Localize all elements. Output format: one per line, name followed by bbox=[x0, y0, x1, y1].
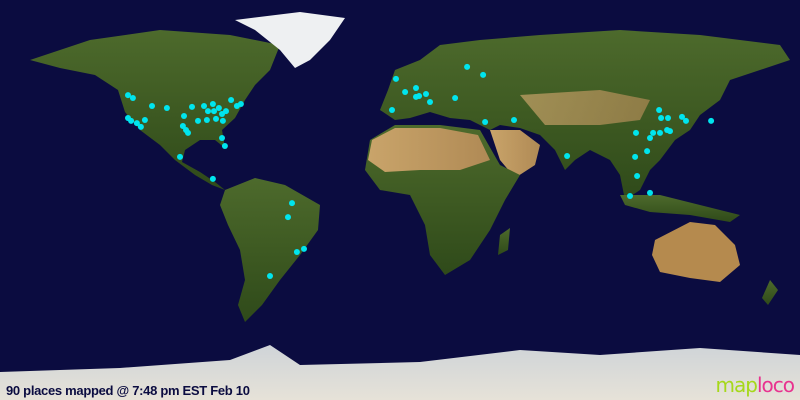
map-marker[interactable] bbox=[209, 101, 216, 107]
map-marker[interactable] bbox=[129, 95, 136, 101]
map-marker[interactable] bbox=[393, 75, 399, 82]
map-marker[interactable] bbox=[228, 97, 235, 103]
map-marker[interactable] bbox=[189, 103, 195, 110]
map-marker[interactable] bbox=[209, 175, 216, 182]
map-marker[interactable] bbox=[427, 99, 433, 105]
map-marker[interactable] bbox=[464, 63, 471, 70]
madagascar bbox=[498, 228, 510, 255]
map-marker[interactable] bbox=[285, 214, 291, 221]
map-marker[interactable] bbox=[177, 153, 183, 160]
map-marker[interactable] bbox=[219, 135, 225, 141]
map-marker[interactable] bbox=[564, 153, 571, 159]
map-marker[interactable] bbox=[679, 113, 685, 120]
map-marker[interactable] bbox=[627, 193, 633, 199]
map-marker[interactable] bbox=[125, 92, 131, 99]
sahara-desert bbox=[368, 128, 490, 172]
maploco-logo[interactable]: maploco bbox=[715, 373, 795, 397]
map-marker[interactable] bbox=[149, 103, 155, 109]
map-marker[interactable] bbox=[201, 103, 207, 109]
map-marker[interactable] bbox=[181, 113, 187, 119]
map-marker[interactable] bbox=[647, 135, 653, 141]
map-marker[interactable] bbox=[213, 115, 219, 122]
map-marker[interactable] bbox=[665, 115, 671, 121]
map-marker[interactable] bbox=[413, 85, 419, 91]
map-marker[interactable] bbox=[511, 117, 517, 123]
map-marker[interactable] bbox=[402, 89, 409, 95]
map-marker[interactable] bbox=[423, 91, 429, 97]
map-marker[interactable] bbox=[301, 245, 307, 252]
map-marker[interactable] bbox=[267, 273, 273, 279]
australia bbox=[652, 222, 740, 282]
markers bbox=[125, 63, 715, 279]
map-marker[interactable] bbox=[215, 105, 222, 111]
map-marker[interactable] bbox=[289, 200, 295, 207]
map-marker[interactable] bbox=[237, 101, 244, 107]
greenland bbox=[235, 12, 345, 68]
central-asia-desert bbox=[520, 90, 650, 125]
map-marker[interactable] bbox=[205, 108, 211, 115]
new-zealand bbox=[762, 280, 778, 305]
map-marker[interactable] bbox=[656, 107, 663, 113]
logo-part-loco: loco bbox=[756, 373, 795, 397]
map-marker[interactable] bbox=[482, 119, 489, 125]
map-marker[interactable] bbox=[141, 117, 148, 123]
map-marker[interactable] bbox=[657, 129, 663, 136]
antarctica bbox=[0, 345, 800, 400]
map-marker[interactable] bbox=[413, 93, 419, 100]
map-marker[interactable] bbox=[163, 105, 170, 111]
map-marker[interactable] bbox=[632, 153, 639, 160]
logo-part-map: map bbox=[715, 373, 758, 397]
map-marker[interactable] bbox=[219, 117, 226, 124]
map-marker[interactable] bbox=[480, 71, 487, 78]
map-marker[interactable] bbox=[223, 108, 229, 115]
places-mapped-caption: 90 places mapped @ 7:48 pm EST Feb 10 bbox=[6, 383, 250, 398]
map-marker[interactable] bbox=[128, 117, 135, 124]
map-marker[interactable] bbox=[634, 173, 641, 179]
map-marker[interactable] bbox=[133, 120, 140, 127]
map-marker[interactable] bbox=[650, 129, 657, 136]
map-marker[interactable] bbox=[195, 117, 201, 124]
map-marker[interactable] bbox=[203, 117, 210, 123]
landmasses bbox=[0, 12, 800, 400]
map-marker[interactable] bbox=[137, 123, 144, 130]
map-marker[interactable] bbox=[293, 249, 300, 255]
map-marker[interactable] bbox=[221, 143, 228, 149]
arabia-desert bbox=[490, 130, 540, 178]
map-marker[interactable] bbox=[452, 95, 459, 101]
map-marker[interactable] bbox=[664, 127, 671, 133]
southeast-asia-islands bbox=[620, 195, 740, 222]
map-marker[interactable] bbox=[683, 117, 689, 124]
map-marker[interactable] bbox=[211, 108, 217, 115]
map-marker[interactable] bbox=[658, 115, 665, 121]
map-marker[interactable] bbox=[647, 189, 653, 196]
map-marker[interactable] bbox=[708, 117, 715, 124]
south-america bbox=[220, 178, 320, 322]
north-america bbox=[30, 30, 280, 190]
map-marker[interactable] bbox=[633, 129, 639, 136]
map-marker[interactable] bbox=[185, 129, 191, 136]
map-marker[interactable] bbox=[644, 148, 651, 155]
map-marker[interactable] bbox=[389, 107, 395, 113]
